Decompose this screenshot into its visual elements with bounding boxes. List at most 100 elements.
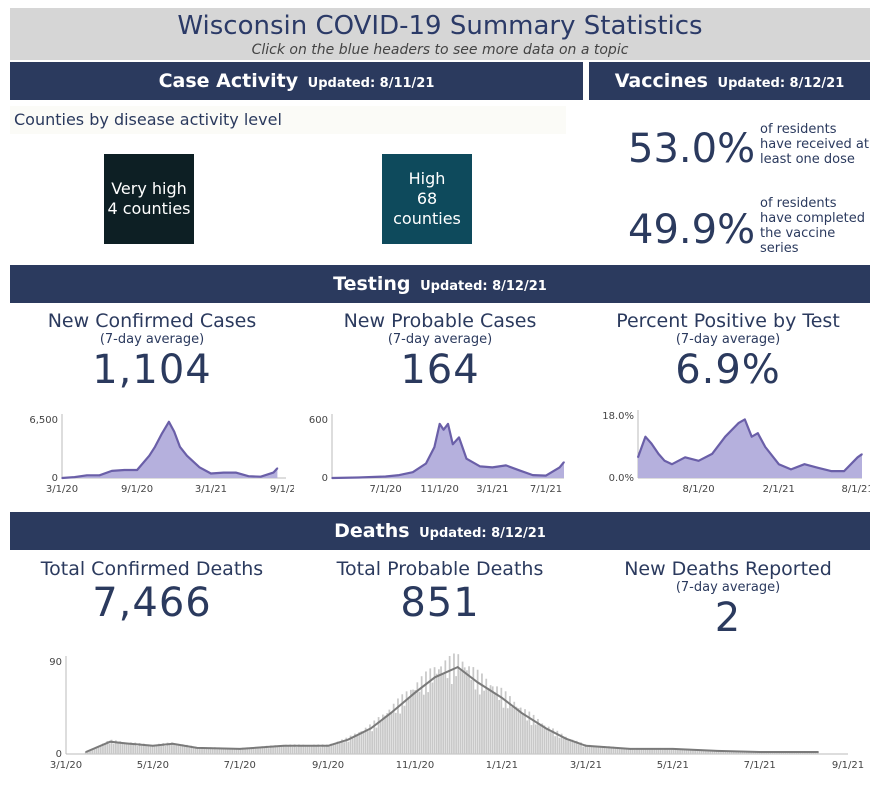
- data-point: [136, 469, 138, 471]
- bar: [347, 741, 350, 754]
- data-point: [458, 436, 460, 439]
- data-point: [545, 474, 547, 477]
- bar: [233, 748, 236, 754]
- bar: [242, 747, 244, 754]
- percent-positive-chart[interactable]: 18.0% 0.0% 8/1/20 2/1/21 8/1/21: [586, 404, 870, 500]
- data-point: [109, 740, 111, 743]
- data-point: [711, 453, 713, 455]
- data-point: [716, 750, 718, 752]
- stat-probable-cases[interactable]: New Probable Cases (7-day average) 164: [298, 310, 582, 393]
- deaths-chart[interactable]: 90 03/1/20 5/1/20 7/1/20 9/1/20 11/1/20 1/1/21…: [10, 650, 870, 778]
- data-point: [501, 696, 503, 699]
- bar: [515, 706, 518, 754]
- bar: [222, 747, 225, 754]
- bar: [313, 744, 315, 754]
- bar: [231, 748, 234, 754]
- tile-very-high[interactable]: Very high 4 counties: [104, 154, 194, 244]
- stat-percent-positive[interactable]: Percent Positive by Test (7-day average)…: [586, 310, 870, 393]
- tile-high[interactable]: High 68 counties: [382, 154, 472, 244]
- stat-label: Percent Positive by Test: [616, 310, 840, 332]
- bar: [306, 745, 309, 754]
- x-tick-label: 9/1/21: [270, 484, 294, 495]
- bar: [351, 738, 354, 754]
- bar: [282, 745, 285, 754]
- probable-cases-chart[interactable]: 600 0 7/1/20 11/1/20 3/1/21 7/1/21: [298, 404, 582, 500]
- bar: [642, 748, 645, 754]
- stat-probable-deaths[interactable]: Total Probable Deaths 851: [298, 558, 582, 626]
- y-tick-label: 600: [309, 415, 328, 426]
- bar: [321, 744, 324, 754]
- bar: [455, 676, 457, 754]
- bar: [571, 739, 574, 754]
- bar: [502, 707, 505, 754]
- case-activity-header[interactable]: Case Activity Updated: 8/11/21: [10, 62, 583, 100]
- confirmed-cases-chart[interactable]: 6,500 03/1/20 9/1/20 3/1/21 9/1/21: [10, 404, 294, 500]
- stat-label: Total Probable Deaths: [336, 558, 544, 580]
- data-point: [758, 751, 761, 753]
- bar: [239, 749, 242, 754]
- stat-sub: (7-day average): [387, 332, 493, 347]
- bar: [537, 718, 539, 754]
- data-point: [438, 423, 441, 425]
- stat-confirmed-deaths[interactable]: Total Confirmed Deaths 7,466: [10, 558, 294, 626]
- bar: [160, 745, 162, 754]
- data-point: [148, 454, 151, 457]
- bar: [616, 747, 619, 754]
- data-point: [650, 442, 653, 445]
- bar: [302, 744, 305, 754]
- bar: [418, 691, 421, 754]
- bar: [433, 667, 436, 754]
- bar: [326, 744, 328, 754]
- testing-header[interactable]: Testing Updated: 8/12/21: [10, 265, 870, 303]
- bar: [209, 747, 212, 754]
- deaths-header[interactable]: Deaths Updated: 8/12/21: [10, 512, 870, 550]
- bar: [112, 743, 115, 754]
- vaccines-header[interactable]: Vaccines Updated: 8/12/21: [589, 62, 870, 100]
- x-tick-label: 5/1/20: [137, 760, 169, 771]
- x-tick-label: 8/1/20: [682, 484, 714, 495]
- bar: [354, 733, 356, 754]
- bar: [177, 743, 180, 754]
- bar: [261, 746, 264, 754]
- bar: [407, 697, 410, 754]
- bar: [575, 740, 578, 754]
- tile-very-high-level: Very high: [111, 179, 187, 198]
- bar: [280, 745, 283, 754]
- bar: [254, 747, 257, 754]
- bar: [577, 744, 580, 754]
- x-tick-label: 8/1/21: [842, 484, 870, 495]
- series-line: [61, 420, 279, 480]
- bar: [573, 741, 576, 754]
- bar: [590, 746, 593, 754]
- bar: [784, 752, 787, 754]
- data-point: [743, 418, 746, 421]
- vaccine-one-dose-value: 53.0%: [628, 126, 756, 172]
- bar: [338, 742, 341, 754]
- bar: [521, 714, 524, 754]
- bar: [689, 750, 692, 754]
- bar: [211, 748, 214, 754]
- bar: [666, 749, 668, 754]
- stat-confirmed-cases[interactable]: New Confirmed Cases (7-day average) 1,10…: [10, 310, 294, 393]
- bar: [560, 733, 563, 754]
- bar: [366, 731, 369, 754]
- bar: [130, 742, 132, 754]
- bar: [425, 671, 427, 754]
- bar: [319, 747, 322, 754]
- bar: [143, 743, 145, 754]
- data-point: [585, 745, 587, 747]
- bar: [289, 744, 292, 754]
- data-point: [196, 747, 198, 749]
- bar: [435, 673, 438, 754]
- bar: [567, 738, 569, 754]
- bar: [356, 734, 358, 754]
- data-point: [412, 471, 414, 473]
- x-tick-label: 5/1/21: [657, 760, 689, 771]
- bar: [123, 742, 126, 754]
- stat-new-deaths[interactable]: New Deaths Reported (7-day average) 2: [586, 558, 870, 641]
- bar: [162, 743, 165, 754]
- data-point: [247, 475, 250, 478]
- bar: [168, 744, 171, 754]
- data-point: [479, 465, 481, 468]
- vaccine-complete-desc: of residents have completed the vaccine …: [760, 196, 872, 256]
